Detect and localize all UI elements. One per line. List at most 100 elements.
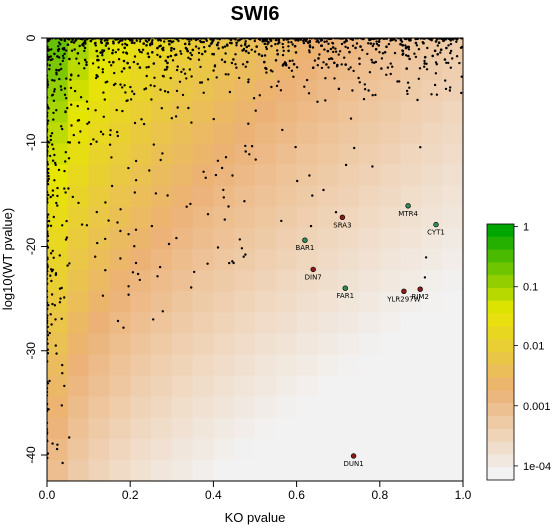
- heatmap-cell: [359, 122, 381, 145]
- scatter-point: [343, 41, 346, 44]
- scatter-point: [322, 61, 325, 64]
- heatmap-cell: [88, 164, 110, 187]
- gene-point: [405, 203, 411, 209]
- heatmap-cell: [379, 59, 402, 81]
- scatter-point: [316, 100, 319, 104]
- heatmap-cell: [421, 417, 443, 440]
- scatter-point: [175, 236, 178, 240]
- heatmap-cell: [67, 80, 90, 102]
- scatter-point: [64, 238, 68, 241]
- heatmap-cell: [255, 375, 277, 398]
- scatter-point: [56, 204, 59, 207]
- scatter-point: [67, 187, 70, 190]
- scatter-point: [55, 71, 58, 74]
- scatter-point: [56, 194, 59, 198]
- heatmap-cell: [296, 333, 318, 356]
- scatter-point: [62, 296, 66, 299]
- colorbar-frame: [486, 223, 515, 481]
- scatter-point: [190, 121, 193, 124]
- scatter-point: [57, 41, 61, 44]
- scatter-point: [57, 168, 61, 172]
- gene-point: [339, 214, 346, 221]
- scatter-point: [358, 81, 361, 84]
- scatter-point: [145, 66, 148, 69]
- scatter-point: [85, 63, 88, 67]
- scatter-point: [375, 40, 378, 43]
- heatmap-cell: [255, 438, 277, 461]
- scatter-point: [340, 42, 344, 46]
- scatter-point: [65, 77, 68, 80]
- heatmap-cell: [192, 354, 214, 377]
- heatmap-cell: [400, 375, 422, 398]
- scatter-point: [96, 55, 99, 58]
- scatter-point: [215, 76, 218, 79]
- heatmap-cell: [109, 164, 131, 187]
- scatter-point: [291, 43, 294, 46]
- scatter-point: [49, 55, 52, 58]
- heatmap-cell: [47, 164, 69, 187]
- heatmap-cell: [109, 417, 131, 440]
- scatter-point: [169, 39, 172, 43]
- heatmap-cell: [317, 333, 339, 356]
- heatmap-cell: [88, 80, 110, 102]
- heatmap-cell: [338, 185, 360, 208]
- scatter-point: [123, 84, 126, 87]
- heatmap-cell: [192, 333, 214, 356]
- scatter-point: [371, 44, 374, 48]
- scatter-point: [65, 97, 68, 100]
- scatter-point: [234, 62, 237, 66]
- heatmap-cell: [213, 438, 235, 461]
- scatter-point: [58, 254, 61, 257]
- heatmap-cell: [151, 333, 173, 356]
- heatmap-cell: [275, 333, 298, 356]
- heatmap-cell: [130, 80, 152, 102]
- colorbar-swatch: [487, 236, 514, 251]
- scatter-point: [263, 42, 267, 46]
- scatter-point: [439, 48, 443, 51]
- heatmap-cell: [213, 459, 235, 481]
- colorbar-swatch: [487, 224, 514, 238]
- scatter-point: [104, 81, 107, 84]
- scatter-point: [130, 38, 134, 42]
- scatter-point: [444, 87, 448, 91]
- heatmap-cell: [442, 164, 463, 187]
- gene-label: RIM2: [411, 293, 428, 301]
- scatter-point: [119, 257, 122, 260]
- heatmap-cell: [442, 80, 463, 102]
- heatmap-cell: [442, 248, 463, 271]
- scatter-point: [279, 89, 283, 92]
- scatter-point: [295, 66, 299, 69]
- scatter-point: [242, 255, 245, 258]
- scatter-point: [344, 163, 348, 167]
- scatter-point: [274, 38, 278, 42]
- scatter-point: [238, 76, 241, 80]
- heatmap-cell: [109, 396, 131, 419]
- scatter-point: [70, 73, 73, 76]
- scatter-point: [202, 46, 206, 49]
- heatmap-cell: [47, 375, 69, 398]
- scatter-point: [202, 170, 205, 173]
- scatter-point: [144, 87, 148, 90]
- scatter-point: [449, 42, 453, 46]
- heatmap-cell: [151, 438, 173, 461]
- scatter-point: [258, 94, 261, 97]
- scatter-point: [423, 59, 426, 63]
- scatter-point: [110, 156, 113, 159]
- heatmap-cell: [47, 270, 69, 292]
- scatter-point: [244, 150, 247, 153]
- heatmap-cell: [213, 375, 235, 398]
- heatmap-cell: [359, 333, 381, 356]
- scatter-point: [70, 103, 73, 106]
- heatmap-cell: [296, 122, 318, 145]
- scatter-point: [131, 90, 134, 93]
- heatmap-cell: [338, 122, 360, 145]
- scatter-point: [346, 46, 350, 50]
- scatter-point: [95, 140, 98, 143]
- heatmap-cell: [67, 354, 90, 377]
- heatmap-cell: [213, 143, 235, 166]
- scatter-point: [158, 265, 162, 269]
- scatter-point: [76, 104, 79, 108]
- scatter-point: [235, 41, 238, 45]
- scatter-point: [247, 78, 250, 81]
- heatmap-cell: [88, 312, 110, 334]
